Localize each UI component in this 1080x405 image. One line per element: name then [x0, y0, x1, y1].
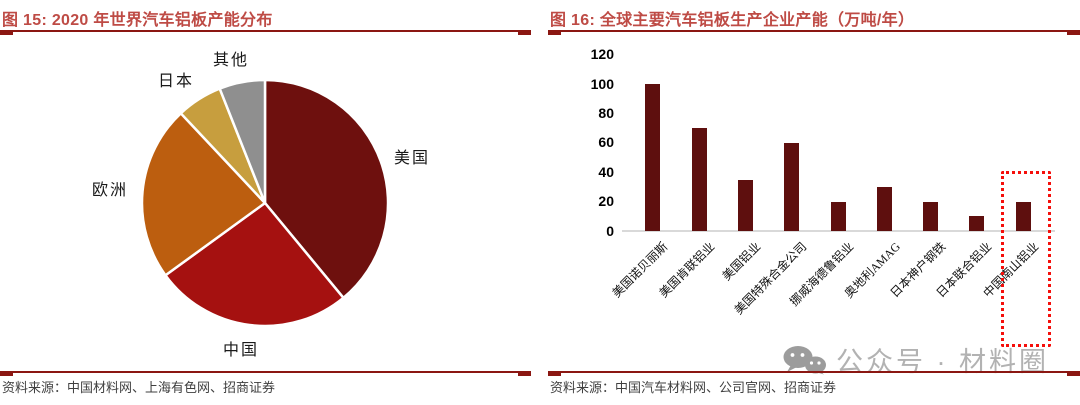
pie-label-4: 日本 — [157, 73, 195, 90]
y-tick-80: 80 — [598, 104, 614, 121]
bar-4 — [784, 142, 799, 231]
y-tick-100: 100 — [590, 75, 614, 92]
pie-slice-3 — [140, 112, 267, 277]
pie-label-2: 中国 — [222, 342, 260, 359]
figure-16-panel: 图 16: 全球主要汽车铝板生产企业产能（万吨/年） 0 20 40 60 80 100 1… — [548, 0, 1080, 405]
highlight-box-nanshan — [1001, 171, 1051, 347]
figure-16-title-rule — [548, 30, 1080, 35]
bar-chart: 0 20 40 60 80 100 120 美国诺贝丽斯 美国肯联铝业 美国铝业 美国特殊合金公司… — [548, 0, 1080, 405]
figure-15-title: 图 15: 2020 年世界汽车铝板产能分布 — [2, 12, 273, 29]
bar-2 — [692, 128, 707, 231]
pie-label-3: 欧洲 — [91, 182, 129, 199]
pie-slice-5 — [218, 78, 267, 205]
figure-16-title: 图 16: 全球主要汽车铝板生产企业产能（万吨/年） — [550, 12, 915, 29]
pie-slices — [140, 78, 390, 328]
bar-7 — [923, 201, 938, 231]
figure-15-title-rule — [0, 30, 531, 35]
bar-3 — [738, 179, 753, 231]
bar-1 — [645, 84, 660, 231]
pie-label-5: 其他 — [212, 52, 250, 69]
wechat-icon — [783, 345, 826, 374]
y-tick-120: 120 — [590, 46, 614, 63]
bar-6 — [877, 186, 892, 231]
figure-15-footer-rule — [0, 371, 531, 376]
y-tick-20: 20 — [598, 193, 614, 210]
pie-slice-2 — [164, 201, 345, 328]
bar-8 — [969, 216, 984, 231]
y-tick-0: 0 — [606, 222, 614, 239]
pie-label-1: 美国 — [393, 150, 431, 167]
pie-slice-1 — [263, 78, 390, 300]
figure-15-source: 资料来源：中国材料网、上海有色网、招商证券 — [2, 380, 276, 395]
figure-16-source: 资料来源：中国汽车材料网、公司官网、招商证券 — [550, 380, 837, 395]
figure-15-panel: 图 15: 2020 年世界汽车铝板产能分布 美国中国 欧洲 日本 其他 资料来源：中… — [0, 0, 531, 405]
y-tick-60: 60 — [598, 134, 614, 151]
bar-5 — [831, 201, 846, 231]
pie-chart: 美国中国 欧洲 日本 其他 — [0, 0, 531, 405]
figure-16-footer-rule — [548, 371, 1080, 376]
bar-9 — [1016, 201, 1031, 231]
y-tick-40: 40 — [598, 163, 614, 180]
